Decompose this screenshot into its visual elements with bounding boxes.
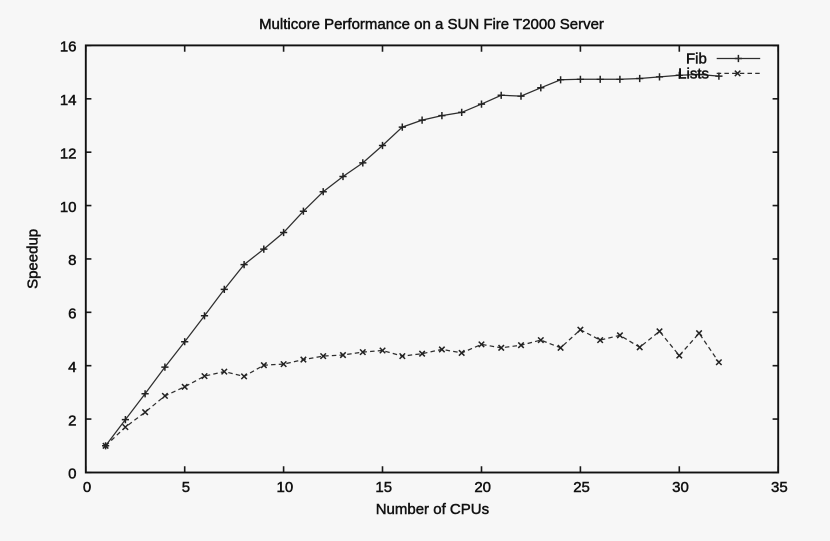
svg-text:Lists: Lists: [678, 66, 709, 83]
svg-text:30: 30: [672, 479, 689, 496]
svg-text:8: 8: [68, 252, 76, 269]
svg-text:10: 10: [60, 199, 77, 216]
svg-text:10: 10: [276, 479, 293, 496]
svg-text:Speedup: Speedup: [25, 229, 42, 289]
svg-text:14: 14: [60, 92, 77, 109]
svg-text:12: 12: [60, 145, 77, 162]
svg-text:5: 5: [182, 479, 190, 496]
svg-text:16: 16: [60, 39, 77, 56]
svg-text:0: 0: [83, 479, 91, 496]
svg-text:6: 6: [68, 306, 76, 323]
svg-text:35: 35: [771, 479, 788, 496]
svg-text:25: 25: [573, 479, 590, 496]
svg-text:15: 15: [375, 479, 392, 496]
svg-text:2: 2: [68, 412, 76, 429]
svg-text:4: 4: [68, 359, 76, 376]
svg-text:0: 0: [68, 466, 76, 483]
svg-text:20: 20: [474, 479, 491, 496]
svg-text:Fib: Fib: [686, 51, 707, 68]
svg-text:Multicore Performance on a SUN: Multicore Performance on a SUN Fire T200…: [259, 16, 604, 33]
svg-text:Number of CPUs: Number of CPUs: [376, 501, 489, 518]
